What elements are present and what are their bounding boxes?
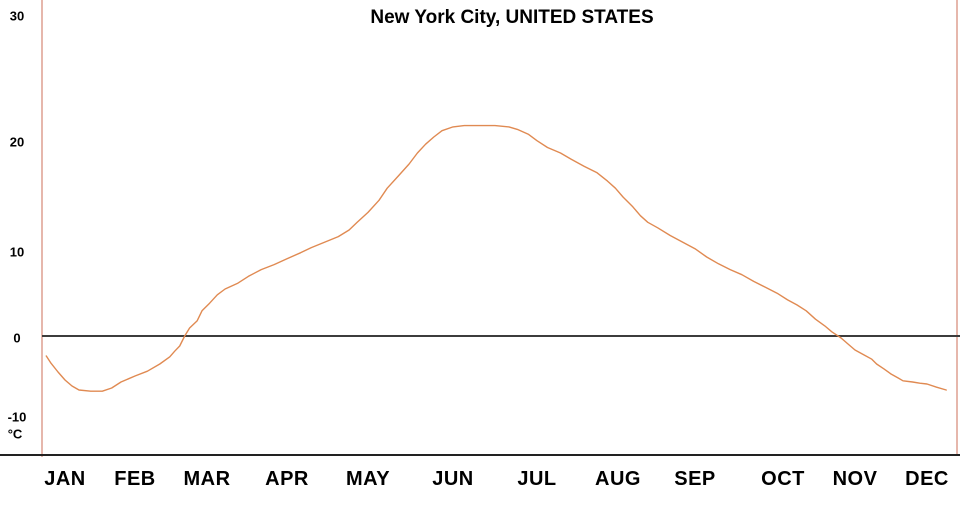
month-label-oct: OCT: [761, 468, 805, 490]
temperature-curve: [45, 124, 947, 392]
month-label-mar: MAR: [183, 468, 231, 490]
chart-title: New York City, UNITED STATES: [370, 7, 654, 28]
y-tick-label-10: 10: [9, 244, 25, 260]
y-tick-label-30: 30: [9, 8, 25, 24]
y-tick-label-20: 20: [9, 134, 25, 150]
month-label-nov: NOV: [832, 468, 878, 490]
month-label-sep: SEP: [674, 468, 716, 490]
month-label-feb: FEB: [114, 468, 156, 490]
month-label-jan: JAN: [44, 468, 86, 490]
y-tick-label-0: 0: [13, 330, 21, 346]
month-label-jun: JUN: [432, 468, 474, 490]
month-label-apr: APR: [265, 468, 309, 490]
month-label-aug: AUG: [595, 468, 641, 490]
month-label-may: MAY: [345, 468, 391, 490]
y-axis-unit-label: °C: [7, 426, 23, 442]
y-tick-label--10: -10: [7, 409, 27, 425]
month-label-dec: DEC: [905, 468, 949, 490]
month-label-jul: JUL: [517, 468, 557, 490]
